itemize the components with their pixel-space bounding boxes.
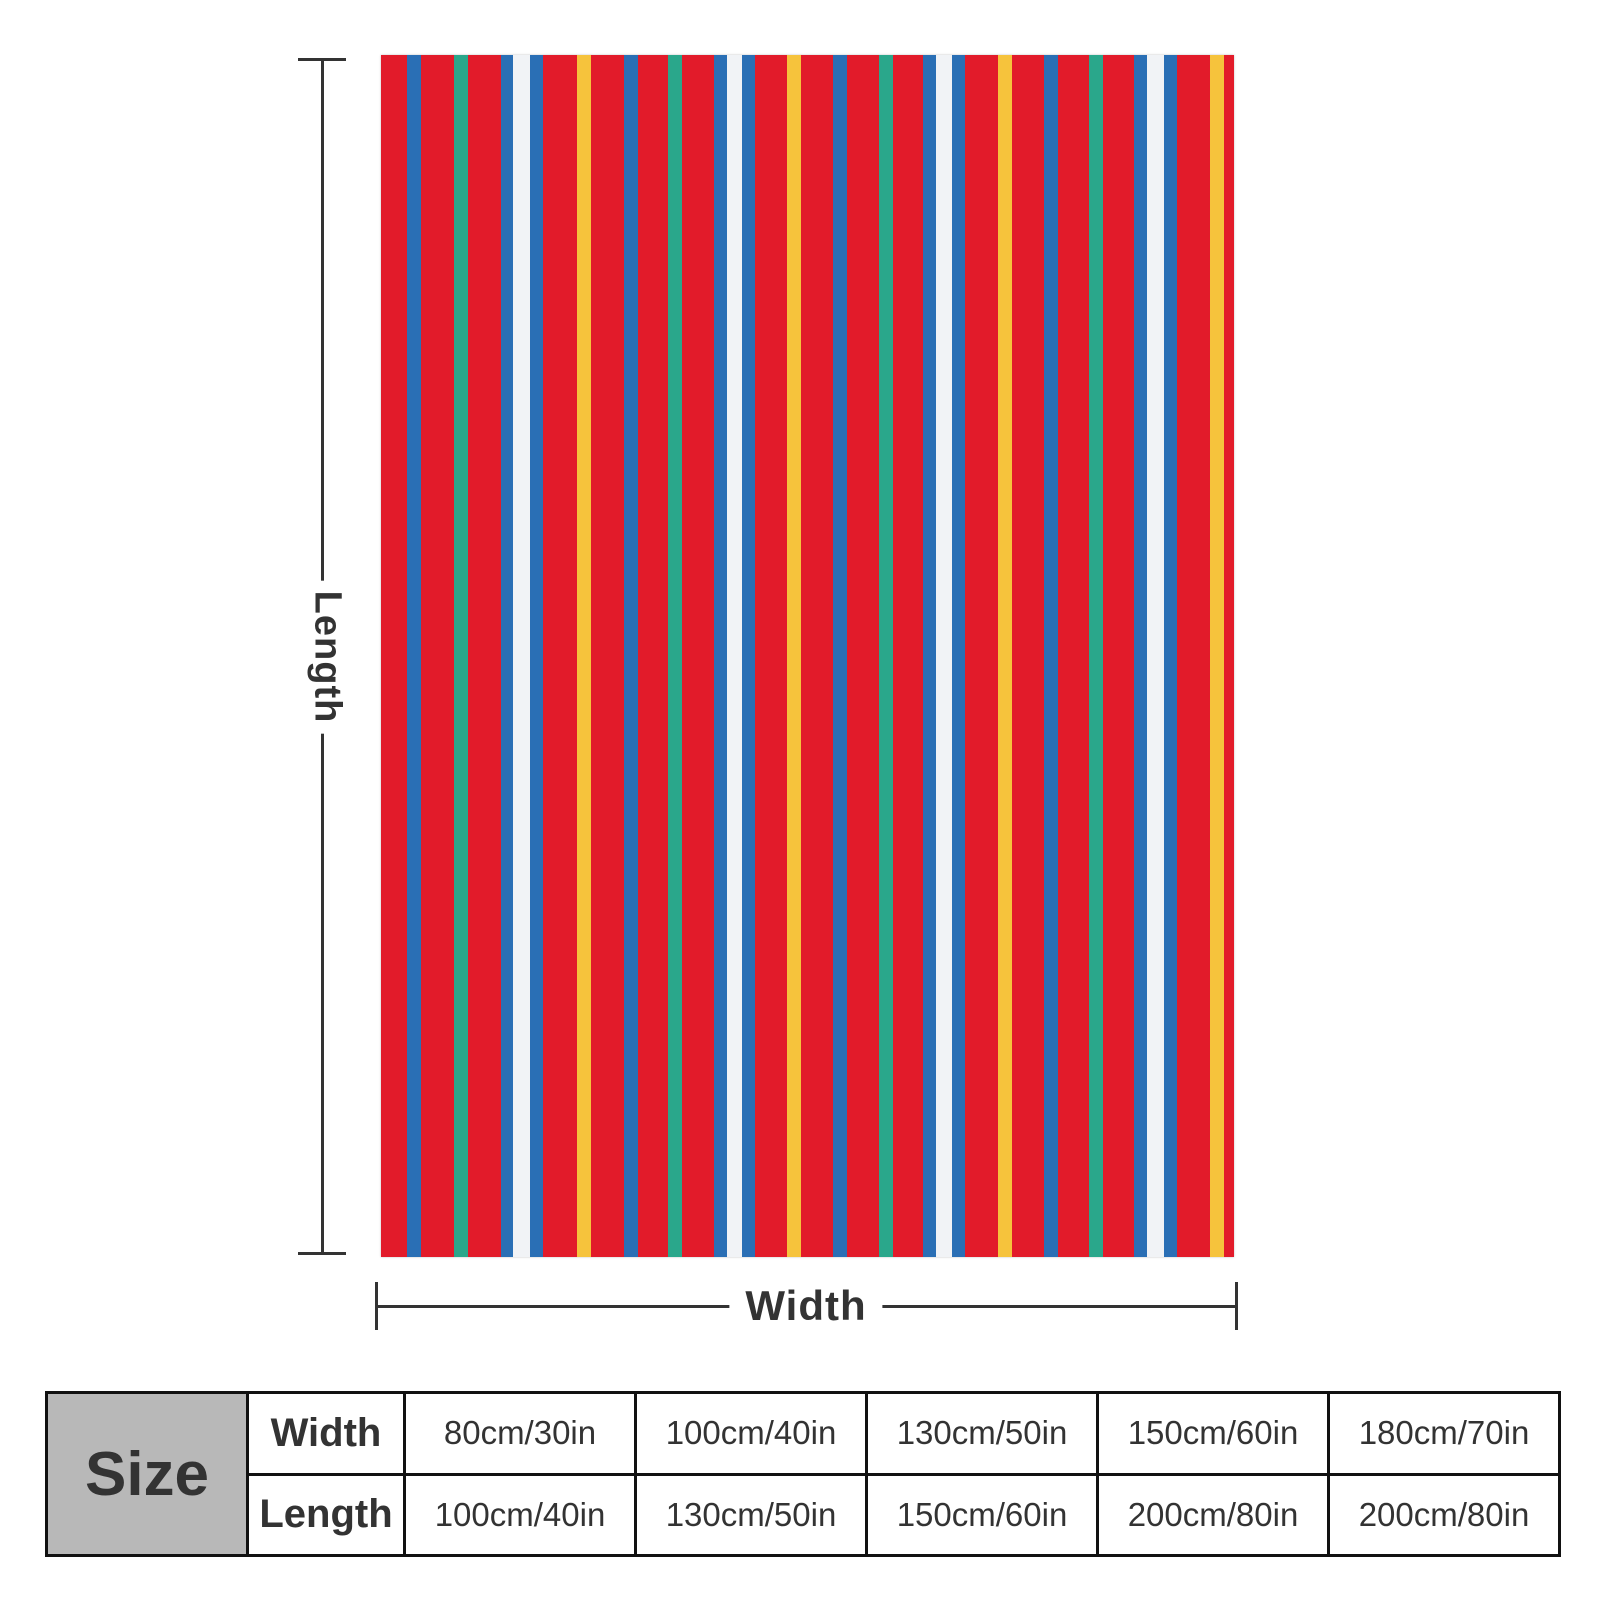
- row-label-width: Width: [246, 1391, 406, 1476]
- length-value: 100cm/40in: [403, 1472, 637, 1557]
- blanket-stripe: [668, 55, 682, 1257]
- width-value: 180cm/70in: [1327, 1391, 1561, 1476]
- size-table: Size Width 80cm/30in 100cm/40in 130cm/50…: [45, 1391, 1561, 1557]
- length-label: Length: [305, 580, 349, 734]
- size-row-length: Length 100cm/40in 130cm/50in 150cm/60in …: [47, 1472, 1561, 1557]
- blanket-stripe: [714, 55, 727, 1257]
- width-label: Width: [729, 1282, 883, 1330]
- blanket-stripe: [513, 55, 530, 1257]
- blanket-stripe: [923, 55, 936, 1257]
- width-value: 100cm/40in: [634, 1391, 868, 1476]
- blanket-stripe: [454, 55, 468, 1257]
- blanket-stripe: [577, 55, 591, 1257]
- blanket-stripe: [727, 55, 742, 1257]
- blanket-stripe: [952, 55, 965, 1257]
- width-value: 130cm/50in: [865, 1391, 1099, 1476]
- blanket-stripe: [879, 55, 893, 1257]
- length-value: 150cm/60in: [865, 1472, 1099, 1557]
- blanket-stripe: [1210, 55, 1224, 1257]
- blanket-stripe: [501, 55, 513, 1257]
- length-value: 200cm/80in: [1327, 1472, 1561, 1557]
- blanket-stripe: [1044, 55, 1058, 1257]
- width-value: 80cm/30in: [403, 1391, 637, 1476]
- length-value: 200cm/80in: [1096, 1472, 1330, 1557]
- blanket-stripe: [998, 55, 1012, 1257]
- blanket-stripe: [787, 55, 801, 1257]
- blanket-stripe: [1164, 55, 1177, 1257]
- blanket-stripe: [1147, 55, 1164, 1257]
- size-row-width: Size Width 80cm/30in 100cm/40in 130cm/50…: [45, 1391, 1561, 1557]
- length-bottom-cap: [298, 1252, 346, 1255]
- blanket-stripe: [1134, 55, 1147, 1257]
- blanket-stripe: [1089, 55, 1103, 1257]
- blanket-stripe: [742, 55, 755, 1257]
- width-value: 150cm/60in: [1096, 1391, 1330, 1476]
- width-right-cap: [1235, 1282, 1238, 1330]
- blanket-stripe: [530, 55, 543, 1257]
- blanket-stripe: [833, 55, 847, 1257]
- blanket-stripe: [936, 55, 952, 1257]
- blanket-stripe: [624, 55, 638, 1257]
- blanket-stripe: [407, 55, 421, 1257]
- size-heading: Size: [45, 1391, 249, 1557]
- length-value: 130cm/50in: [634, 1472, 868, 1557]
- blanket-image: [381, 55, 1234, 1257]
- row-label-length: Length: [246, 1472, 406, 1557]
